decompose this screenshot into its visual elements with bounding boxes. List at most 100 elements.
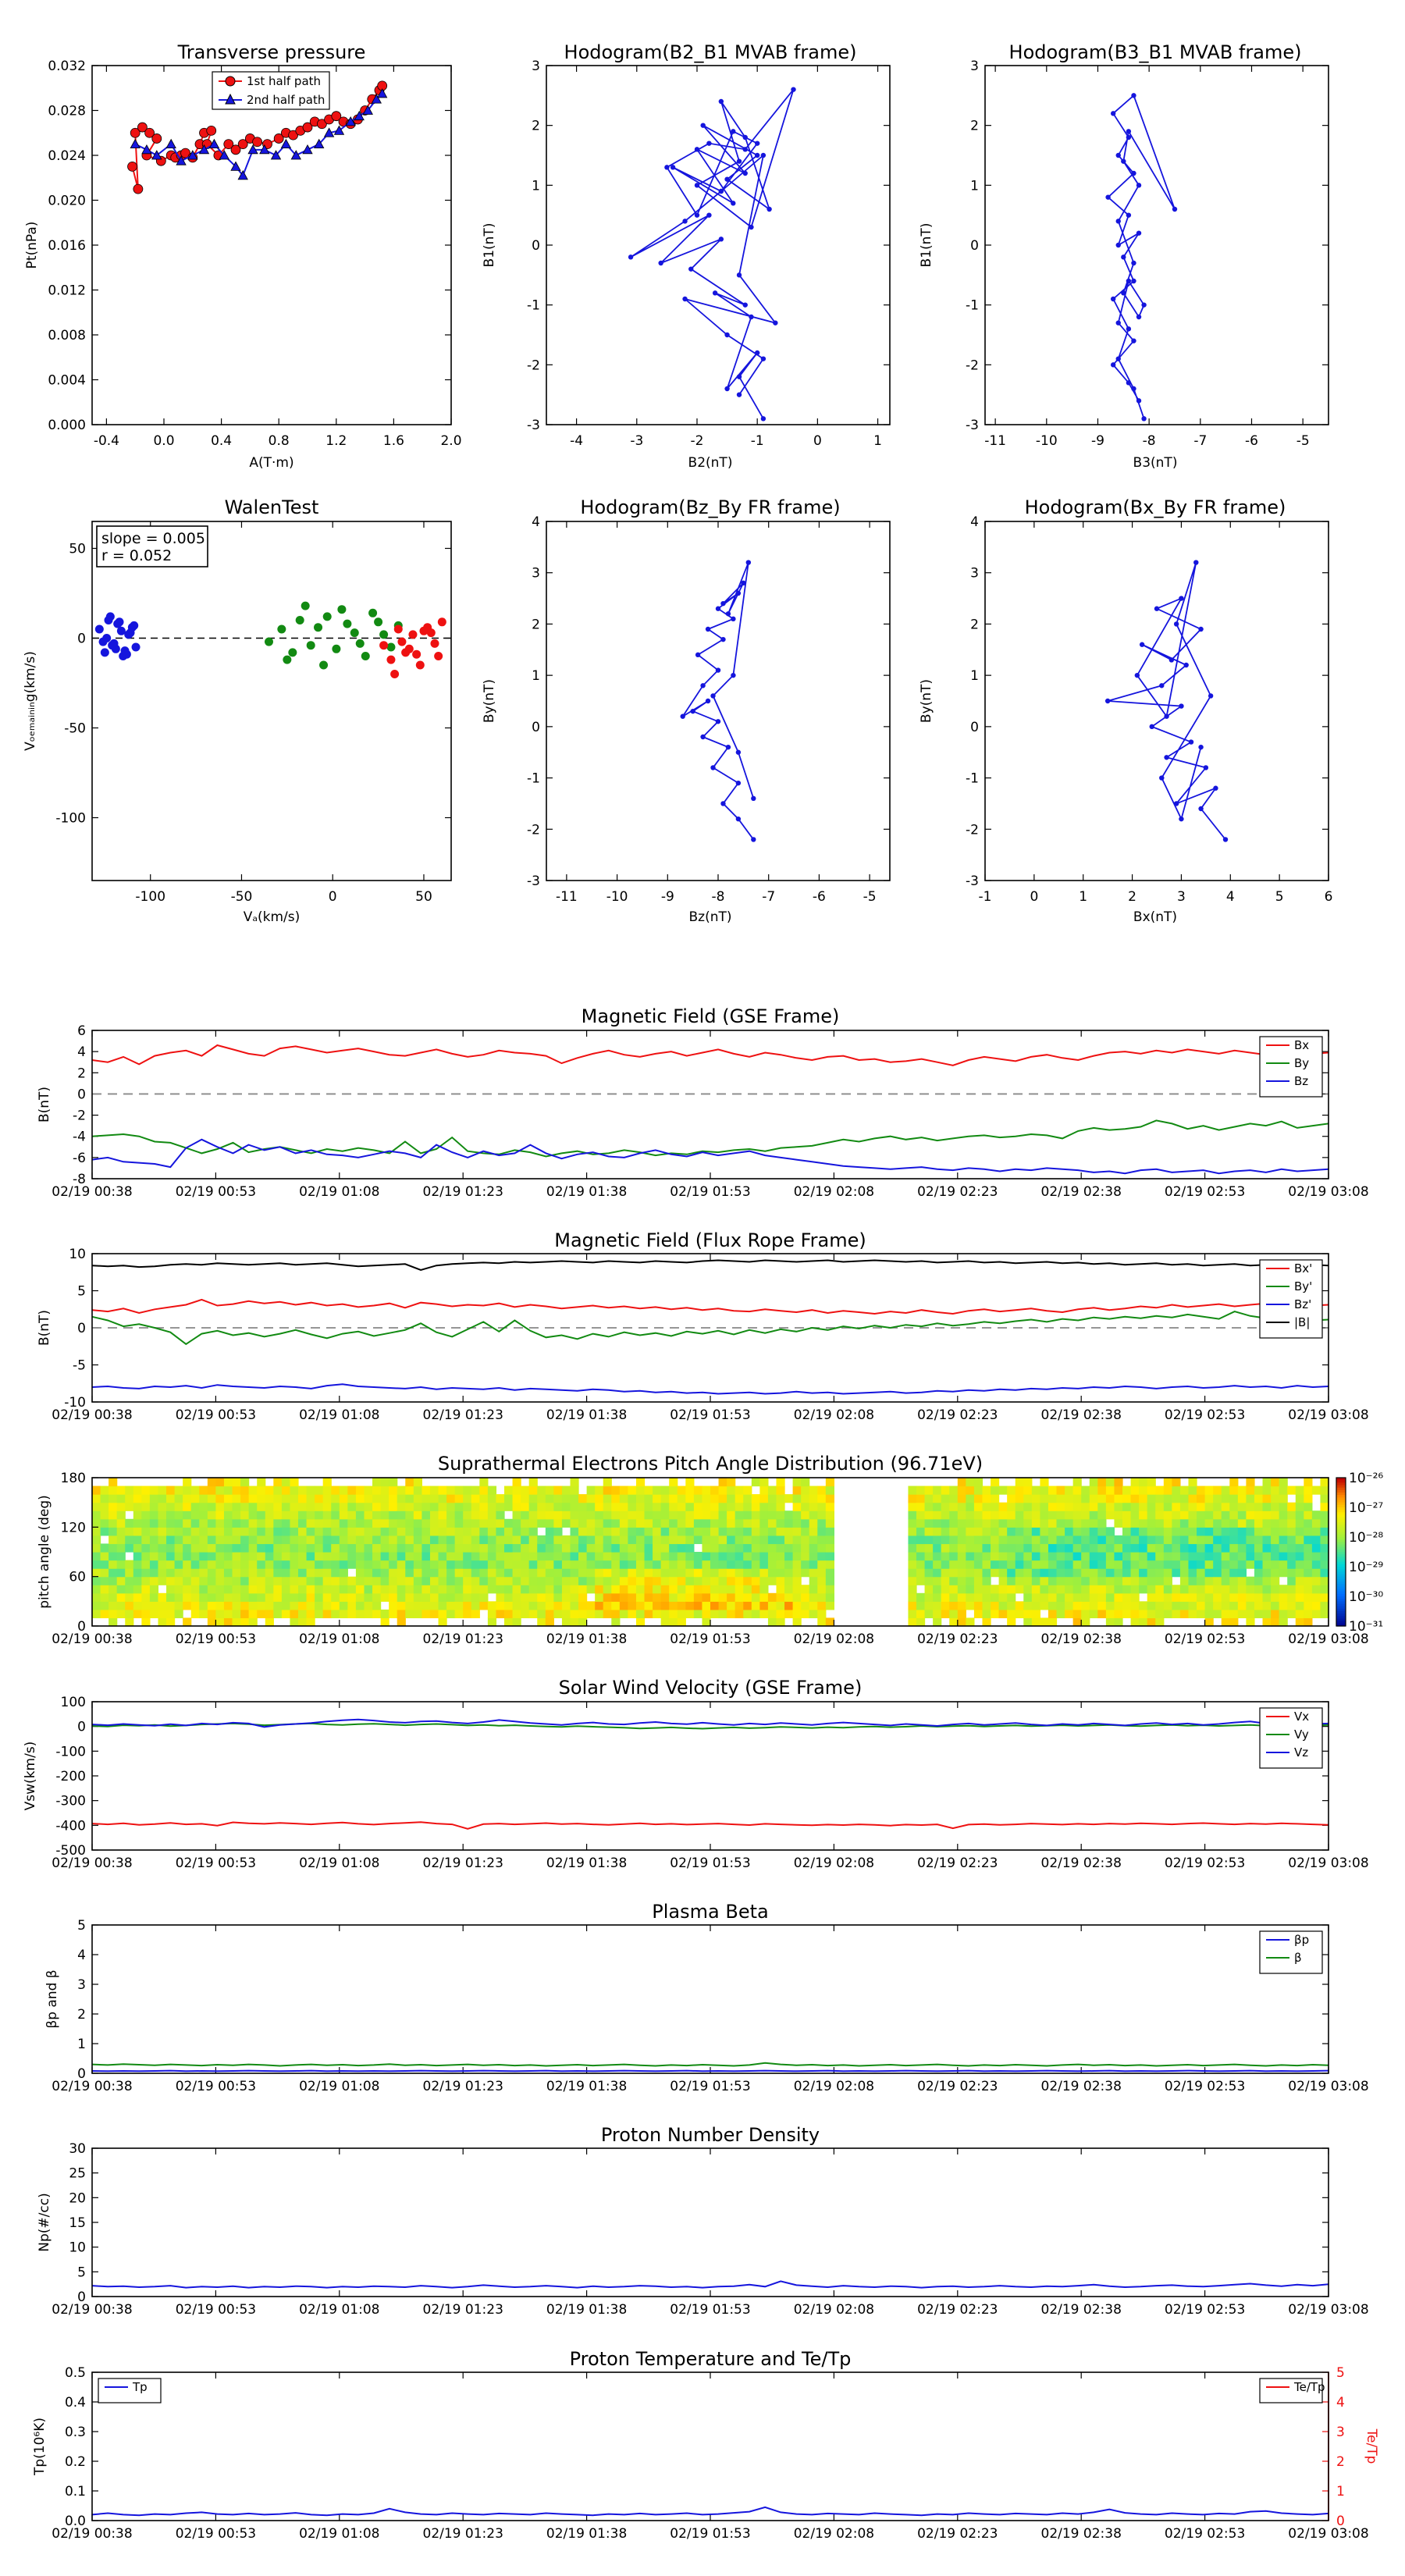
h1-point (773, 320, 778, 326)
vsw-xtick-label: 02/19 02:38 (1041, 1856, 1122, 1871)
pad-cell (429, 1568, 439, 1578)
pad-cell (347, 1485, 357, 1495)
pad-cell (941, 1535, 950, 1545)
pad-cell (1163, 1609, 1172, 1619)
pad-cell (322, 1535, 332, 1545)
pad-cell (496, 1535, 505, 1545)
tp-series-1-line (91, 2506, 1329, 2517)
pad-cell (982, 1609, 991, 1619)
pad-cell (512, 1543, 521, 1553)
pad-cell (521, 1518, 530, 1528)
pad-cell (751, 1560, 760, 1569)
pad-cell (413, 1592, 422, 1602)
pt-ytick-label: 0.012 (48, 283, 86, 299)
pad-cell (669, 1552, 678, 1561)
pt-point (230, 144, 241, 155)
pad-colorbar-step (1336, 1552, 1346, 1555)
pad-cell (561, 1560, 571, 1569)
pad-cell (1130, 1527, 1140, 1536)
np-xtick-label: 02/19 03:08 (1288, 2302, 1368, 2318)
pad-cell (413, 1609, 422, 1619)
pad-cell (1213, 1560, 1222, 1569)
pad-colorbar-step (1336, 1517, 1346, 1521)
pad-cell (537, 1494, 546, 1503)
pad-cell (966, 1478, 975, 1487)
pad-cell (149, 1601, 159, 1610)
beta-xtick-label: 02/19 02:53 (1165, 2079, 1245, 2094)
h3-point (741, 580, 746, 586)
pad-cell (1172, 1560, 1181, 1569)
pad-cell (1221, 1560, 1230, 1569)
pad-cell (454, 1518, 464, 1528)
pad-cell (306, 1510, 315, 1520)
pad-cell (545, 1518, 554, 1528)
pad-cell (669, 1592, 678, 1602)
pad-cell (1147, 1576, 1156, 1585)
pad-cell (792, 1527, 802, 1536)
pad-cell (1147, 1552, 1156, 1561)
pad-cell (1147, 1510, 1156, 1520)
pad-cell (1254, 1502, 1264, 1511)
pad-cell (1188, 1543, 1197, 1553)
pad-cell (966, 1494, 975, 1503)
pad-cell (545, 1485, 554, 1495)
pad-cell (1155, 1576, 1165, 1585)
pad-cell (240, 1576, 250, 1585)
pad-cell (628, 1535, 637, 1545)
pad-cell (586, 1576, 596, 1585)
pad-cell (1065, 1609, 1074, 1619)
pad-cell (743, 1568, 752, 1578)
pad-cell (644, 1609, 653, 1619)
pad-cell (982, 1485, 991, 1495)
pad-cell (578, 1494, 588, 1503)
pad-cell (1295, 1592, 1304, 1602)
pad-cell (998, 1568, 1008, 1578)
pad-cell (298, 1527, 308, 1536)
pad-cell (158, 1617, 167, 1627)
pad-cell (1287, 1518, 1297, 1528)
pad-cell (149, 1510, 159, 1520)
h4-ytick-label: -3 (966, 873, 979, 889)
pad-cell (265, 1527, 274, 1536)
walen-point (337, 605, 347, 614)
pad-cell (1188, 1502, 1197, 1511)
pad-cell (792, 1552, 802, 1561)
pad-cell (1097, 1601, 1107, 1610)
pad-cell (322, 1576, 332, 1585)
pt-title: Transverse pressure (177, 41, 366, 63)
pad-colorbar-step (1336, 1557, 1346, 1560)
pad-cell (1097, 1485, 1107, 1495)
pad-cell (257, 1485, 266, 1495)
pad-cell (232, 1585, 241, 1594)
pt-xtick-label: 0.8 (269, 433, 290, 449)
pad-cell (677, 1535, 686, 1545)
pad-cell (933, 1552, 942, 1561)
pad-colorbar-step (1336, 1574, 1346, 1578)
pad-cell (561, 1494, 571, 1503)
pad-colorbar-step (1336, 1549, 1346, 1553)
pad-cell (1304, 1568, 1313, 1578)
pad-cell (949, 1609, 959, 1619)
pad-cell (941, 1510, 950, 1520)
pad-cell (108, 1543, 118, 1553)
pt-ylabel: Pt(nPa) (24, 222, 40, 269)
pad-cell (413, 1510, 422, 1520)
pad-cell (727, 1478, 736, 1487)
pad-cell (751, 1601, 760, 1610)
pad-cell (957, 1518, 966, 1528)
pad-cell (933, 1617, 942, 1627)
pad-cell (248, 1601, 258, 1610)
pad-cell (298, 1535, 308, 1545)
pad-cell (92, 1535, 101, 1545)
pad-cell (1147, 1568, 1156, 1578)
pad-cell (949, 1485, 959, 1495)
pad-cell (438, 1552, 447, 1561)
pad-cell (1048, 1543, 1058, 1553)
pad-cell (644, 1585, 653, 1594)
pad-cell (941, 1552, 950, 1561)
pad-cell (265, 1552, 274, 1561)
pad-cell (916, 1560, 926, 1569)
pad-cell (397, 1601, 406, 1610)
pad-cell (1122, 1552, 1132, 1561)
